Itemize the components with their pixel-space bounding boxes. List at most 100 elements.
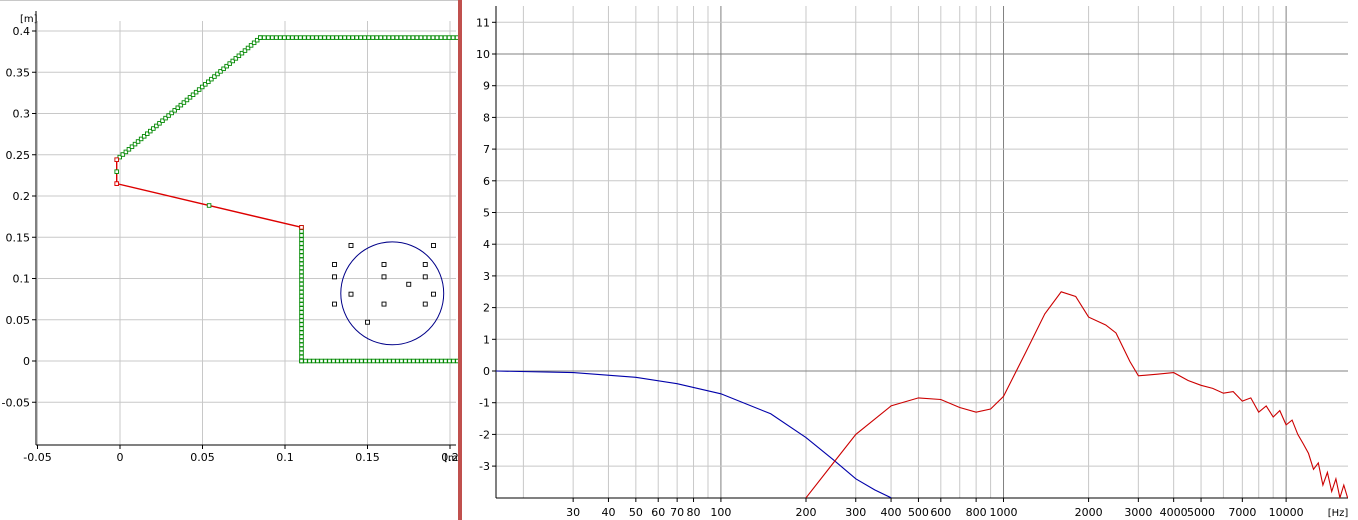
outline-point	[114, 181, 119, 186]
x-tick-label: 30	[566, 506, 580, 519]
outline-point	[299, 330, 304, 335]
y-tick-label: 2	[483, 302, 490, 315]
geometry-plot: -0.0500.050.10.150.20.250.30.350.40.350.…	[2, 11, 458, 464]
outline-point	[114, 157, 119, 162]
outline-point	[299, 253, 304, 258]
outline-point	[370, 35, 375, 40]
outline-point	[135, 139, 141, 144]
y-tick-label: 8	[483, 111, 490, 124]
x-tick-label: 4000	[1160, 506, 1188, 519]
outline-point	[299, 358, 304, 364]
y-tick-label: 4	[483, 238, 490, 251]
outline-point	[298, 35, 303, 40]
outline-point	[299, 225, 304, 230]
frequency-response-panel: 11 10 9 8 7 6 5 4 3 2 1 0 -1 -2 -3 30 40 50 60 70 80 100 200 30…	[462, 0, 1358, 520]
outline-point	[331, 358, 336, 364]
outline-point	[299, 241, 304, 246]
outline-point	[351, 358, 356, 364]
y-tick-label: 0.25	[6, 149, 31, 162]
y-tick-label: 11	[476, 16, 490, 29]
outline-point	[126, 147, 132, 152]
inner-point	[422, 301, 428, 307]
outline-point	[410, 35, 416, 40]
y-tick-label: 9	[483, 80, 490, 93]
x-tick-label: 80	[687, 506, 701, 519]
x-tick-label: 50	[629, 506, 643, 519]
outline-point	[415, 358, 420, 364]
inner-point	[381, 262, 387, 267]
panel-splitter[interactable]	[458, 0, 462, 520]
x-tick-label: 200	[795, 506, 816, 519]
inner-point	[365, 319, 370, 325]
outline-point	[181, 100, 187, 105]
outline-point	[362, 35, 367, 40]
x-axis-label: [Hz]	[1328, 508, 1349, 519]
outline-point	[157, 121, 162, 126]
outline-point	[386, 35, 392, 40]
y-tick-label: -1	[479, 397, 490, 410]
x-tick-label: 0.1	[276, 451, 294, 464]
outline-point	[442, 35, 448, 40]
outline-point	[299, 354, 304, 360]
outline-point	[299, 326, 304, 331]
outline-point	[431, 358, 436, 364]
outline-point	[199, 84, 205, 90]
geometry-plot-panel: -0.0500.050.10.150.20.250.30.350.40.350.…	[0, 0, 458, 469]
outline-point	[375, 358, 380, 364]
x-tick-label: 10000	[1269, 506, 1304, 519]
outline-point	[339, 358, 344, 364]
outline-point	[209, 76, 214, 82]
outline-point	[354, 35, 359, 40]
x-tick-label: 70	[670, 506, 684, 519]
outline-point	[236, 53, 242, 59]
x-tick-label: 1000	[990, 506, 1018, 519]
outline-point	[299, 318, 304, 323]
outline-point	[371, 358, 376, 364]
x-axis-label: [m]	[444, 453, 458, 464]
inner-point	[381, 274, 387, 280]
y-tick-label: 0.05	[6, 314, 31, 327]
outline-point	[184, 97, 190, 103]
outline-point	[163, 115, 168, 121]
outline-point	[218, 69, 223, 74]
outline-point	[366, 35, 371, 40]
outline-point	[196, 87, 202, 92]
outline-point	[407, 358, 412, 364]
response-curve-red	[805, 291, 1348, 498]
y-axis-label: [m]	[20, 14, 38, 25]
y-tick-label: -2	[479, 428, 490, 441]
outline-point	[435, 358, 440, 364]
outline-point	[307, 358, 312, 364]
x-tick-label: 800	[966, 506, 987, 519]
outline-point	[311, 358, 316, 364]
outline-point	[299, 245, 304, 250]
x-tick-label: 400	[881, 506, 902, 519]
outline-point	[363, 358, 368, 364]
y-tick-label: 5	[483, 207, 490, 220]
outline-point	[299, 322, 304, 327]
x-tick-label: 500	[908, 506, 929, 519]
y-tick-label: 0.4	[13, 25, 31, 38]
outline-point	[166, 113, 171, 118]
outline-point	[414, 35, 420, 40]
y-tick-label: 10	[476, 48, 490, 61]
outline-point	[315, 358, 320, 364]
outline-point	[422, 35, 428, 40]
outline-point	[138, 136, 144, 142]
outline-point	[299, 310, 304, 315]
outline-point	[314, 35, 319, 40]
outline-point	[355, 358, 360, 364]
x-tick-label: 5000	[1187, 506, 1215, 519]
outline-point	[299, 273, 304, 279]
outline-point	[299, 261, 304, 267]
x-tick-label: 7000	[1228, 506, 1256, 519]
outline-point	[387, 358, 392, 364]
outline-point	[430, 35, 436, 40]
outline-point	[374, 35, 380, 40]
outline-point	[242, 48, 248, 53]
outline-point	[266, 35, 271, 40]
outline-point	[439, 358, 444, 364]
outline-point	[299, 298, 304, 303]
outline-point	[322, 35, 327, 40]
outline-point	[378, 35, 384, 40]
